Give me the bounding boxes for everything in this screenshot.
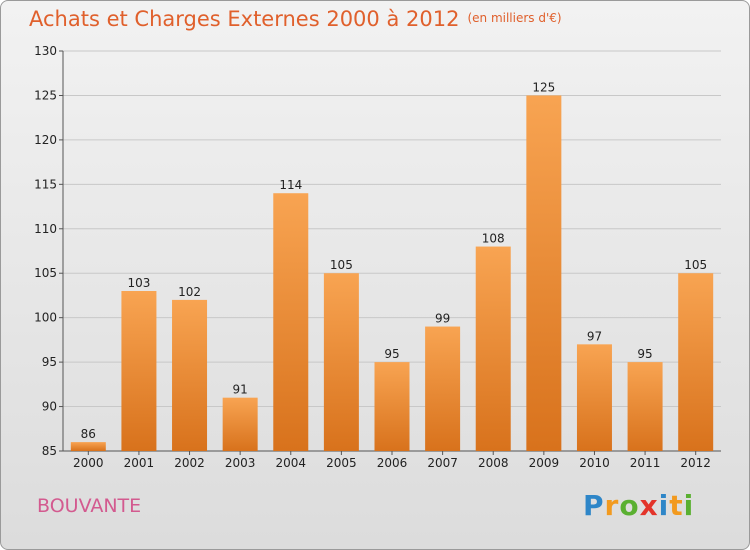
y-tick-label: 125 [34, 88, 57, 102]
data-label: 95 [637, 347, 652, 361]
x-tick-label: 2012 [680, 456, 711, 470]
data-label: 108 [482, 232, 505, 246]
bar [374, 362, 410, 451]
y-tick-label: 100 [34, 311, 57, 325]
bars [70, 95, 714, 451]
proxiti-logo: Proxiti [583, 489, 694, 522]
x-tick-label: 2001 [124, 456, 155, 470]
data-labels: 86 103 102 91 114 105 95 99 108 125 97 95 105 [81, 80, 707, 441]
chart-unit: (en milliers d'€) [467, 11, 562, 25]
logo-letter: x [639, 489, 659, 522]
bar [475, 246, 511, 451]
chart-title-text: Achats et Charges Externes 2000 à 2012 [29, 7, 460, 31]
x-tick-label: 2006 [377, 456, 408, 470]
logo-letter: t [669, 489, 684, 522]
chart-title: Achats et Charges Externes 2000 à 2012 (e… [29, 7, 562, 31]
logo-letter: i [683, 489, 695, 522]
x-tick-label: 2010 [579, 456, 610, 470]
data-label: 103 [127, 276, 150, 290]
x-tick-label: 2007 [427, 456, 458, 470]
bar [425, 326, 461, 451]
x-tick-label: 2011 [630, 456, 661, 470]
bar [627, 362, 663, 451]
bar [70, 442, 106, 451]
x-tick-label: 2002 [174, 456, 205, 470]
logo-letter: P [583, 489, 605, 522]
data-label: 95 [384, 347, 399, 361]
y-tick-label: 110 [34, 222, 57, 236]
data-label: 114 [279, 178, 302, 192]
x-tick-label: 2005 [326, 456, 357, 470]
x-tick-label: 2008 [478, 456, 509, 470]
data-label: 91 [233, 383, 248, 397]
y-tick-label: 120 [34, 133, 57, 147]
y-tick-label: 85 [42, 444, 57, 458]
axes: 85 90 95 100 105 110 115 120 125 130 2000 2001 2002 2… [34, 44, 721, 470]
bar [678, 273, 714, 451]
x-tick-label: 2009 [529, 456, 560, 470]
y-tick-label: 95 [42, 355, 57, 369]
data-label: 102 [178, 285, 201, 299]
data-label: 99 [435, 312, 450, 326]
y-tick-label: 130 [34, 44, 57, 58]
logo-letter: r [604, 489, 620, 522]
data-label: 105 [684, 258, 707, 272]
y-tick-label: 115 [34, 177, 57, 191]
data-label: 125 [532, 80, 555, 94]
logo-letter: i [658, 489, 670, 522]
y-tick-label: 105 [34, 266, 57, 280]
data-label: 97 [587, 329, 602, 343]
bar [526, 95, 562, 451]
logo-letter: o [619, 489, 640, 522]
y-tick-label: 90 [42, 400, 57, 414]
bar [172, 299, 208, 451]
x-tick-label: 2003 [225, 456, 256, 470]
bar [273, 193, 309, 451]
bar [576, 344, 612, 451]
bar [323, 273, 359, 451]
bar [222, 397, 258, 451]
x-tick-label: 2004 [275, 456, 306, 470]
commune-name: BOUVANTE [37, 495, 142, 517]
data-label: 105 [330, 258, 353, 272]
bar [121, 291, 157, 451]
data-label: 86 [81, 427, 96, 441]
x-tick-label: 2000 [73, 456, 104, 470]
